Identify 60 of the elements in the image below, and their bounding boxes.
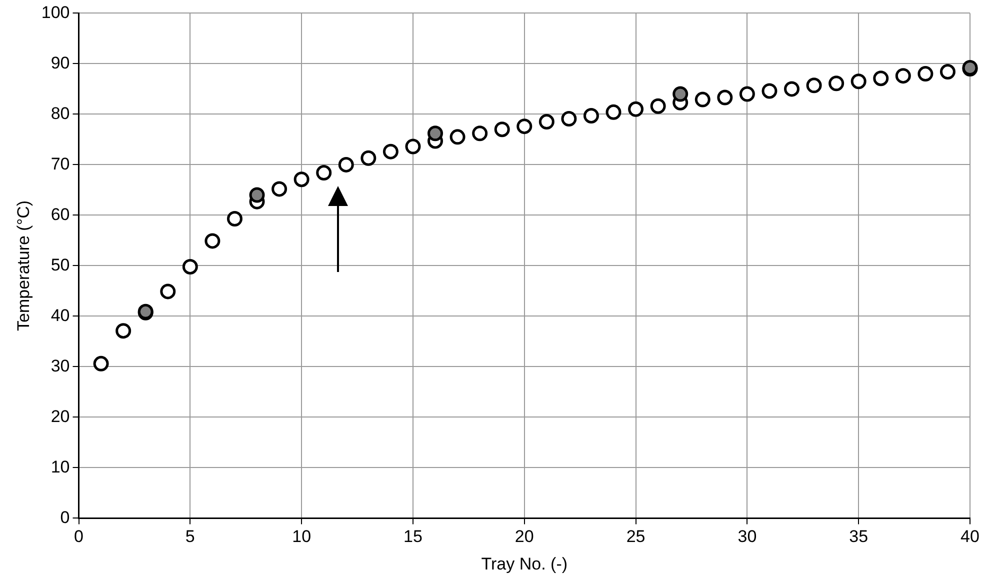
point xyxy=(717,90,733,106)
point xyxy=(762,83,778,99)
x-tick-label: 35 xyxy=(849,527,868,546)
point xyxy=(516,118,532,134)
x-tick-label: 40 xyxy=(960,527,980,546)
point xyxy=(538,114,554,130)
point xyxy=(918,66,934,82)
point xyxy=(428,126,444,142)
y-tick-label: 50 xyxy=(50,255,70,274)
x-tick-label: 30 xyxy=(738,527,757,546)
y-axis-title: Temperature (°C) xyxy=(14,200,33,331)
point xyxy=(226,210,242,226)
point xyxy=(360,150,376,166)
point xyxy=(895,68,911,84)
point xyxy=(672,86,688,102)
x-tick-label: 10 xyxy=(292,527,312,546)
point xyxy=(694,92,710,108)
point xyxy=(338,156,354,172)
point xyxy=(873,70,889,86)
y-tick-label: 40 xyxy=(50,306,70,325)
y-tick-label: 80 xyxy=(50,104,70,123)
point xyxy=(405,138,421,154)
point xyxy=(583,108,599,124)
point xyxy=(316,165,332,181)
point xyxy=(739,86,755,102)
point xyxy=(628,101,644,117)
x-axis-title: Tray No. (-) xyxy=(481,554,568,574)
point xyxy=(940,64,956,80)
point xyxy=(784,81,800,97)
point xyxy=(472,126,488,142)
x-tick-label: 15 xyxy=(404,527,422,546)
y-tick-label: 10 xyxy=(50,457,70,476)
x-tick-label: 5 xyxy=(185,527,195,546)
point xyxy=(606,104,622,120)
x-tick-label: 20 xyxy=(514,527,534,546)
y-tick-label: 90 xyxy=(50,53,70,72)
point xyxy=(116,323,132,339)
x-tick-label: 0 xyxy=(74,527,84,546)
point xyxy=(828,76,844,92)
y-tick-label: 70 xyxy=(50,154,70,174)
point xyxy=(204,233,220,249)
point xyxy=(272,181,288,197)
point xyxy=(182,258,198,274)
point xyxy=(93,356,109,372)
point xyxy=(450,129,466,145)
y-tick-label: 30 xyxy=(50,356,70,376)
point xyxy=(850,74,866,90)
y-tick-label: 100 xyxy=(41,2,70,22)
point xyxy=(806,78,822,94)
y-tick-label: 20 xyxy=(50,406,70,426)
point xyxy=(249,187,265,203)
point xyxy=(382,144,398,160)
y-tick-label: 0 xyxy=(60,508,70,527)
point xyxy=(561,110,577,126)
y-tick-label: 60 xyxy=(50,204,70,224)
point xyxy=(160,284,176,300)
x-tick-label: 25 xyxy=(626,527,646,546)
point xyxy=(294,172,310,188)
point xyxy=(494,122,510,138)
point xyxy=(650,98,666,114)
